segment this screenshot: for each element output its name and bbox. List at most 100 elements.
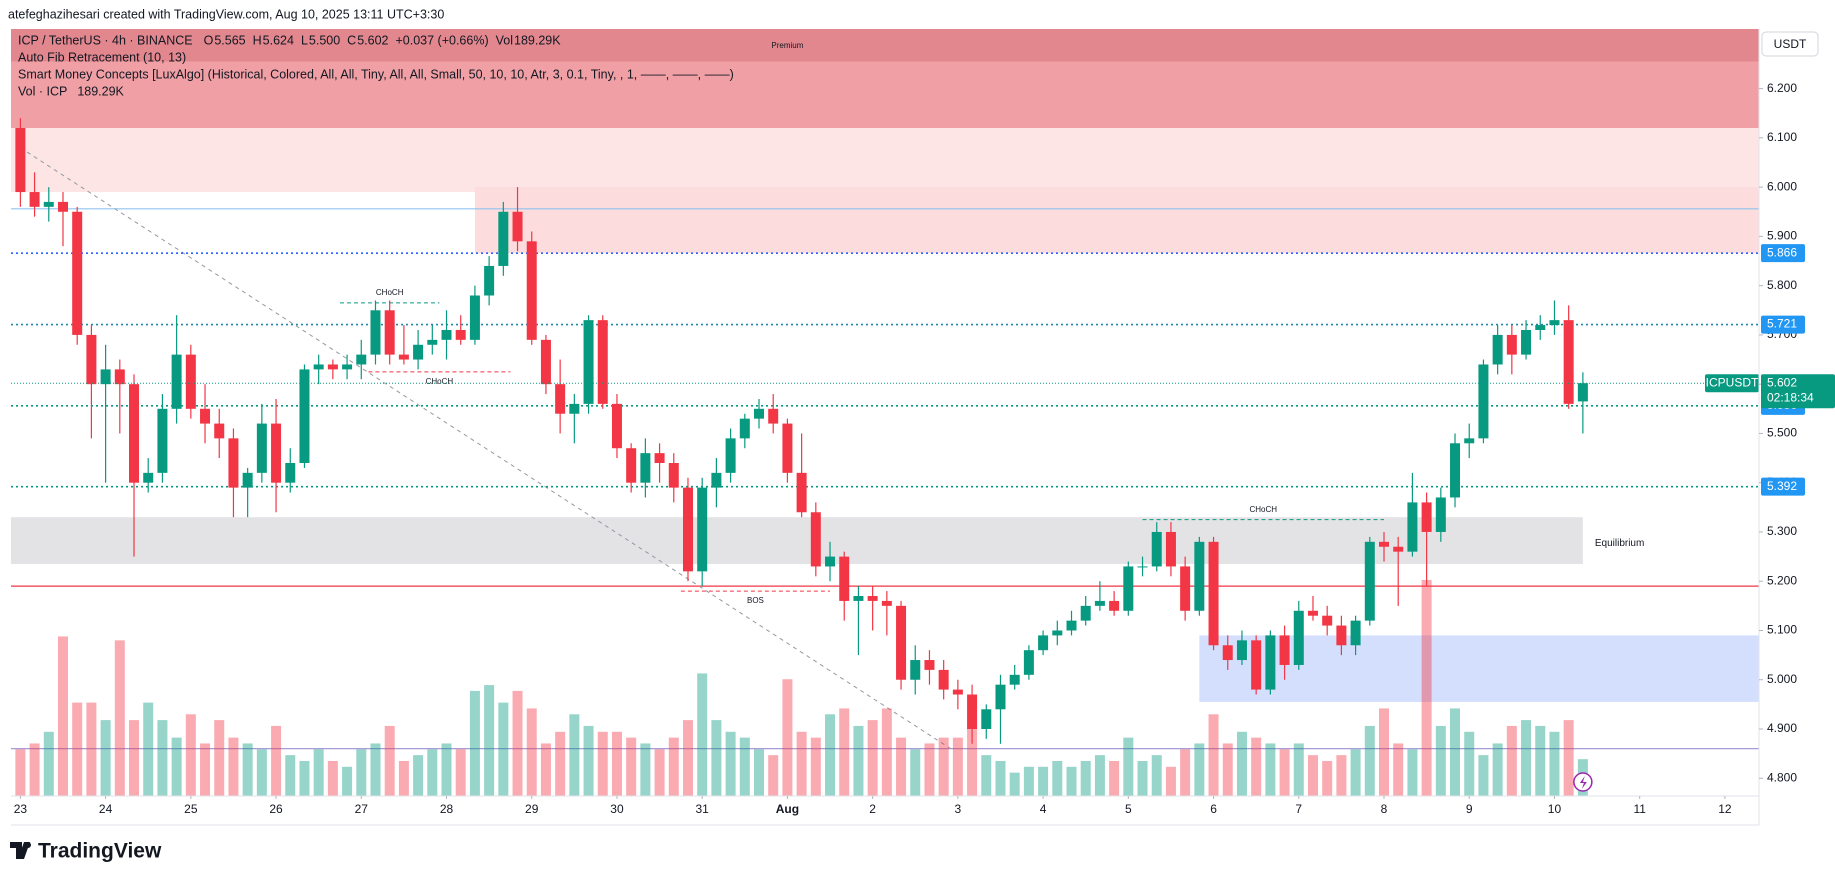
volume-legend-value: 189.29K	[77, 84, 124, 98]
volume-bar	[597, 731, 608, 796]
volume-bar	[981, 755, 992, 796]
volume-bar	[1009, 772, 1020, 796]
volume-bar	[484, 685, 495, 796]
volume-bar	[1265, 743, 1276, 796]
candle-body	[910, 660, 921, 680]
candle-body	[228, 438, 239, 488]
logo-mark	[10, 842, 30, 859]
level-tag-label: 5.866	[1767, 245, 1797, 259]
candle-body	[725, 438, 736, 473]
volume-bar	[739, 737, 750, 796]
x-tick-label: 11	[1633, 802, 1646, 816]
candle-body	[214, 423, 225, 439]
zone	[11, 61, 1759, 129]
volume-bar	[1549, 731, 1560, 796]
candle-body	[952, 689, 963, 695]
candle-body	[540, 339, 551, 385]
currency-button[interactable]	[1761, 31, 1819, 57]
legend-text: O	[204, 33, 214, 47]
structure-label: BOS	[747, 596, 764, 605]
candle-body	[697, 487, 708, 572]
level-tag-label: 5.721	[1767, 317, 1797, 331]
volume-bar	[1307, 755, 1318, 796]
structure-label: CHoCH	[1249, 505, 1277, 514]
volume-bar	[1364, 725, 1375, 796]
volume-bar	[611, 731, 622, 796]
volume-bar	[711, 720, 722, 796]
volume-bar	[725, 731, 736, 796]
candle-body	[1492, 334, 1503, 365]
candle-body	[754, 408, 765, 419]
volume-bar	[1052, 760, 1063, 796]
candle-body	[29, 192, 40, 207]
candle-body	[1307, 610, 1318, 616]
zone	[11, 128, 1759, 193]
candle-body	[938, 669, 949, 690]
x-tick-label: 4	[1040, 802, 1047, 816]
candle-body	[1521, 329, 1532, 355]
candle-body	[1549, 320, 1560, 326]
candle-body	[810, 512, 821, 567]
volume-bar	[398, 760, 409, 796]
candle-body	[512, 211, 523, 242]
volume-bar	[668, 737, 679, 796]
volume-bar	[299, 760, 310, 796]
candle-body	[1393, 546, 1404, 552]
candle-body	[185, 354, 196, 409]
volume-bar	[910, 749, 921, 796]
indicator-label: Smart Money Concepts [LuxAlgo] (Historic…	[18, 67, 734, 81]
y-tick-label: 6.200	[1767, 81, 1797, 95]
zone-label: Equilibrium	[1595, 538, 1644, 549]
volume-bar	[1151, 755, 1162, 796]
level-tag-label: 5.392	[1767, 479, 1797, 493]
volume-bar	[1109, 760, 1120, 796]
volume-bar	[825, 714, 836, 796]
price-tag-label: 5.602	[1767, 375, 1797, 389]
candle-body	[114, 369, 125, 385]
candle-body	[611, 403, 622, 449]
candle-body	[668, 462, 679, 488]
volume-bar	[427, 749, 438, 796]
volume-bar	[1464, 731, 1475, 796]
candle-body	[1265, 635, 1276, 690]
zone	[1199, 635, 1759, 702]
candle-body	[455, 329, 466, 340]
candle-body	[171, 354, 182, 409]
candle-body	[1435, 497, 1446, 532]
volume-bar	[881, 708, 892, 796]
candle-body	[1577, 383, 1588, 402]
volume-bar	[540, 743, 551, 796]
countdown-label: 02:18:34	[1767, 390, 1814, 404]
candle-body	[1151, 531, 1162, 567]
candle-body	[43, 201, 54, 207]
x-tick-label: 30	[610, 802, 624, 816]
volume-bar	[896, 737, 907, 796]
volume-bar	[839, 708, 850, 796]
currency[interactable]: USDT	[1774, 37, 1807, 51]
candle-body	[370, 310, 381, 355]
volume-bar	[1038, 766, 1049, 796]
volume-bar	[1563, 720, 1574, 796]
caption: atefeghazihesari created with TradingVie…	[8, 7, 444, 21]
candle-body	[881, 600, 892, 606]
volume-bar	[1350, 749, 1361, 796]
candle-body	[896, 605, 907, 680]
legend-text: 5.624	[263, 33, 294, 47]
volume-bar	[129, 720, 140, 796]
volume-bar	[1293, 743, 1304, 796]
volume-bar	[967, 725, 978, 796]
volume-bar	[1492, 743, 1503, 796]
candle-body	[1421, 502, 1432, 532]
candle-body	[285, 462, 296, 483]
volume-bar	[1421, 580, 1432, 796]
x-tick-label: 7	[1295, 802, 1302, 816]
volume-bar	[1137, 760, 1148, 796]
x-tick-label: 24	[99, 802, 113, 816]
legend-text: C	[347, 33, 356, 47]
volume-bar	[1435, 725, 1446, 796]
fib-trendline	[20, 147, 952, 750]
candle-body	[1080, 605, 1091, 621]
axis-layer: 4.8004.9005.0005.1005.2005.3005.4005.500…	[14, 81, 1835, 816]
logo: TradingView	[10, 840, 162, 863]
